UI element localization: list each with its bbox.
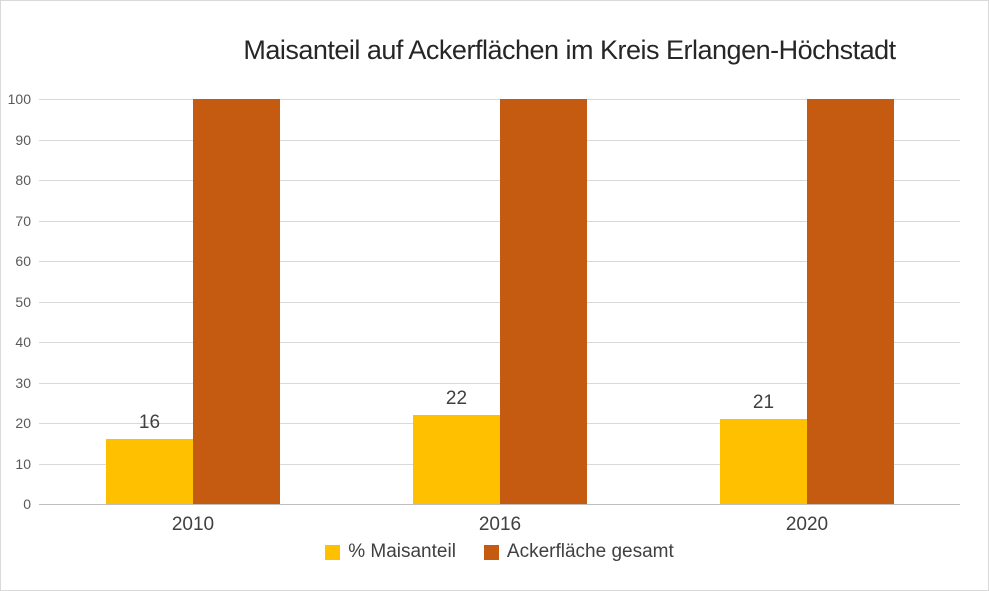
y-tick-label: 40 (15, 334, 31, 350)
y-tick-label: 0 (23, 496, 31, 512)
legend-label: Ackerfläche gesamt (506, 541, 674, 562)
y-tick-label: 30 (15, 375, 31, 391)
y-tick-label: 50 (15, 294, 31, 310)
y-tick-label: 20 (15, 415, 31, 431)
bar-2016-series-0 (413, 415, 500, 504)
legend-swatch-icon (325, 544, 341, 560)
x-tick-label: 2020 (785, 514, 829, 535)
y-tick-label: 10 (15, 456, 31, 472)
bar-2016-series-1 (500, 99, 587, 504)
x-tick-label: 2016 (478, 514, 522, 535)
bar-2010-series-1 (193, 99, 280, 504)
data-label: 22 (445, 388, 468, 409)
gridline (39, 140, 960, 141)
bar-2020-series-1 (807, 99, 894, 504)
data-label: 21 (752, 392, 775, 413)
x-axis-line (39, 504, 960, 505)
legend-swatch-icon (483, 544, 499, 560)
gridline (39, 302, 960, 303)
data-label: 16 (138, 412, 161, 433)
legend-item-1: Ackerfläche gesamt (483, 541, 674, 563)
y-tick-label: 60 (15, 253, 31, 269)
y-tick-label: 90 (15, 132, 31, 148)
legend: % Maisanteil Ackerfläche gesamt (39, 541, 960, 563)
gridline (39, 99, 960, 100)
y-tick-label: 100 (7, 91, 31, 107)
gridline (39, 261, 960, 262)
gridline (39, 221, 960, 222)
gridline (39, 342, 960, 343)
gridline (39, 383, 960, 384)
legend-label: % Maisanteil (348, 541, 456, 562)
bar-2010-series-0 (106, 439, 193, 504)
bar-2020-series-0 (720, 419, 807, 504)
gridline (39, 180, 960, 181)
legend-item-0: % Maisanteil (325, 541, 456, 563)
x-tick-label: 2010 (171, 514, 215, 535)
y-tick-label: 70 (15, 213, 31, 229)
chart-title: Maisanteil auf Ackerflächen im Kreis Erl… (243, 35, 896, 65)
y-tick-label: 80 (15, 172, 31, 188)
